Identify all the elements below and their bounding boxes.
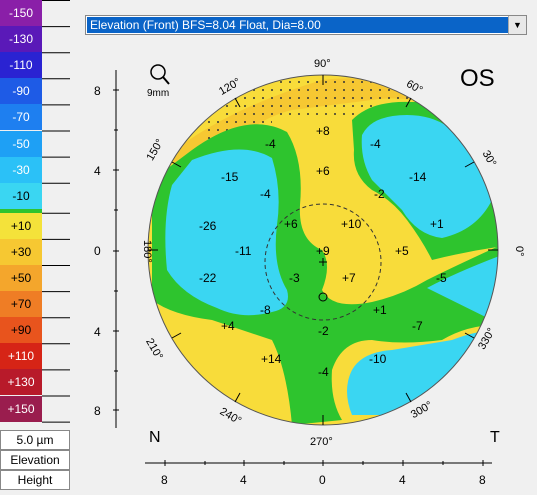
- map-value: +9: [316, 244, 330, 258]
- map-value: +5: [395, 244, 409, 258]
- map-value: -11: [235, 244, 252, 258]
- x-tick-label: 8: [161, 473, 168, 487]
- angle-label-270: 270°: [310, 436, 333, 448]
- scale-swatch: +150: [0, 395, 42, 422]
- angle-label-300: 300°: [409, 399, 435, 421]
- scale-swatch: +50: [0, 265, 42, 292]
- scale-swatch: -50: [0, 130, 42, 157]
- x-tick-label: 8: [479, 473, 486, 487]
- eye-label: OS: [460, 65, 495, 92]
- angle-label-0: 0°: [513, 246, 525, 257]
- map-value: -2: [374, 187, 385, 201]
- scale-swatch: +90: [0, 317, 42, 344]
- scale-swatch: +110: [0, 343, 42, 370]
- y-tick-label: 0: [94, 244, 101, 258]
- scale-swatch: +130: [0, 369, 42, 396]
- scale-swatch: +70: [0, 291, 42, 318]
- y-tick-label: 8: [94, 84, 101, 98]
- chevron-down-icon[interactable]: ▼: [508, 16, 526, 34]
- scale-swatch: +30: [0, 238, 42, 265]
- angle-label-30: 30°: [480, 148, 499, 168]
- angle-label-120: 120°: [217, 76, 243, 98]
- map-value: -4: [318, 365, 329, 379]
- scale-swatch: -130: [0, 26, 42, 53]
- map-disc: [148, 75, 498, 425]
- x-tick-label: 4: [240, 473, 247, 487]
- magnifier-icon[interactable]: [150, 64, 170, 85]
- y-axis: 8 4 0 4 8: [94, 70, 119, 428]
- map-value: -5: [436, 271, 447, 285]
- map-value: +10: [341, 217, 362, 231]
- angle-label-60: 60°: [404, 78, 424, 97]
- nasal-label: N: [149, 429, 161, 446]
- map-value: -14: [409, 170, 427, 184]
- angle-ticks: [148, 75, 498, 425]
- map-value: +8: [316, 124, 330, 138]
- scale-swatch: -70: [0, 104, 42, 131]
- x-tick-label: 4: [399, 473, 406, 487]
- x-tick-label: 0: [319, 473, 326, 487]
- scale-swatch: -150: [0, 0, 42, 27]
- zoom-label: 9mm: [147, 88, 169, 99]
- y-tick-label: 8: [94, 404, 101, 418]
- angle-label-90: 90°: [314, 58, 331, 70]
- map-value: +4: [221, 319, 235, 333]
- map-value: -4: [370, 137, 381, 151]
- scale-swatch: -30: [0, 156, 42, 183]
- map-value: -15: [221, 170, 239, 184]
- scale-zero-band: [0, 208, 42, 213]
- x-axis: 8 4 0 4 8: [145, 460, 492, 487]
- scale-type-label: Elevation: [0, 450, 70, 470]
- map-value: -22: [199, 271, 217, 285]
- map-value: +1: [430, 217, 444, 231]
- map-type-dropdown[interactable]: Elevation (Front) BFS=8.04 Float, Dia=8.…: [85, 15, 527, 35]
- y-tick-label: 4: [94, 325, 101, 339]
- angle-label-210: 210°: [143, 336, 165, 362]
- map-value: -26: [199, 219, 217, 233]
- map-value: -3: [289, 271, 300, 285]
- scale-swatch: -90: [0, 78, 42, 105]
- temporal-label: T: [490, 429, 500, 446]
- map-value: +1: [373, 303, 387, 317]
- map-value: +14: [261, 352, 282, 366]
- map-value: -4: [260, 187, 271, 201]
- angle-label-150: 150°: [144, 137, 166, 163]
- map-value: +6: [284, 217, 298, 231]
- map-value: +6: [316, 164, 330, 178]
- scale-swatch: -110: [0, 52, 42, 79]
- color-scale: -150 -130 -110 -90 -70 -50 -30 -10 +10 +30 +50 +70 +…: [0, 0, 72, 495]
- angle-label-330: 330°: [476, 326, 498, 352]
- elevation-map: 8 4 0 4 8 8 4 0 4 8: [94, 58, 525, 487]
- scale-ticks: [42, 0, 70, 423]
- angle-label-180: 180°: [141, 240, 153, 263]
- scale-mode-label: Height: [0, 470, 70, 490]
- map-value: -4: [265, 137, 276, 151]
- map-value: +7: [342, 271, 356, 285]
- map-value: -2: [318, 324, 329, 338]
- map-type-selected-value: Elevation (Front) BFS=8.04 Float, Dia=8.…: [87, 17, 508, 33]
- scale-swatch: -10: [0, 182, 42, 209]
- map-value: -8: [260, 303, 271, 317]
- map-value: -10: [369, 352, 387, 366]
- angle-label-240: 240°: [218, 406, 244, 428]
- y-tick-label: 4: [94, 164, 101, 178]
- scale-step-label[interactable]: 5.0 µm: [0, 430, 70, 450]
- map-value: -7: [412, 319, 423, 333]
- scale-swatch: +10: [0, 212, 42, 239]
- pupil-center-marker: [318, 292, 328, 302]
